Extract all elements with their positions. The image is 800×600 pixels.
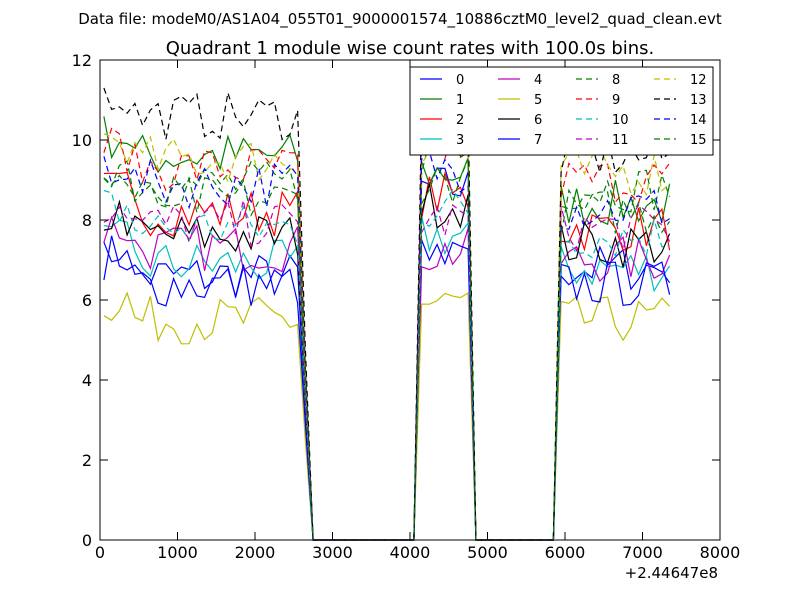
legend-label-13: 13 xyxy=(690,93,707,108)
legend-label-2: 2 xyxy=(456,113,464,128)
legend-box xyxy=(409,66,714,156)
series-line-15 xyxy=(103,159,671,541)
legend-label-15: 15 xyxy=(690,133,707,148)
legend-label-0: 0 xyxy=(456,73,464,88)
series-line-4 xyxy=(103,215,671,541)
legend-label-3: 3 xyxy=(456,133,464,148)
y-tick-label: 4 xyxy=(82,371,92,390)
x-tick-label: 0 xyxy=(95,543,105,562)
suptitle: Data file: modeM0/AS1A04_055T01_90000015… xyxy=(78,10,722,29)
x-tick-label: 7000 xyxy=(622,543,663,562)
series-line-10 xyxy=(103,188,670,541)
y-tick-label: 6 xyxy=(82,291,92,310)
series-line-14 xyxy=(103,150,670,541)
x-tick-label: 8000 xyxy=(700,543,741,562)
legend-label-8: 8 xyxy=(612,73,620,88)
legend-label-7: 7 xyxy=(534,133,542,148)
series-line-9 xyxy=(103,124,671,541)
x-tick-label: 1000 xyxy=(157,543,198,562)
x-tick-label: 2000 xyxy=(235,543,276,562)
y-tick-label: 8 xyxy=(82,211,92,230)
legend-label-4: 4 xyxy=(534,73,542,88)
legend-label-5: 5 xyxy=(534,93,542,108)
x-offset-label: +2.44647e8 xyxy=(625,564,718,582)
x-tick-label: 3000 xyxy=(312,543,353,562)
x-tick-label: 4000 xyxy=(390,543,431,562)
y-tick-label: 10 xyxy=(72,131,92,150)
legend-label-6: 6 xyxy=(534,113,542,128)
x-tick-label: 6000 xyxy=(545,543,586,562)
y-tick-label: 12 xyxy=(72,51,92,70)
legend-label-1: 1 xyxy=(456,93,464,108)
series-line-6 xyxy=(103,183,671,541)
legend-label-10: 10 xyxy=(612,113,629,128)
legend-label-11: 11 xyxy=(612,133,629,148)
legend-label-9: 9 xyxy=(612,93,620,108)
y-tick-label: 2 xyxy=(82,451,92,470)
axes: 0 1000 2000 3000 4000 5000 6000 7000 80000246810… xyxy=(72,51,741,562)
series-line-11 xyxy=(103,199,671,541)
x-tick-label: 5000 xyxy=(467,543,508,562)
series-line-8 xyxy=(103,140,671,541)
series-line-7 xyxy=(103,239,671,541)
chart-title: Quadrant 1 module wise count rates with … xyxy=(166,38,655,59)
plot-area xyxy=(103,87,671,541)
legend-label-12: 12 xyxy=(690,73,707,88)
series-line-5 xyxy=(103,291,671,541)
series-line-2 xyxy=(103,171,671,541)
y-tick-label: 0 xyxy=(82,531,92,550)
legend-label-14: 14 xyxy=(690,113,707,128)
